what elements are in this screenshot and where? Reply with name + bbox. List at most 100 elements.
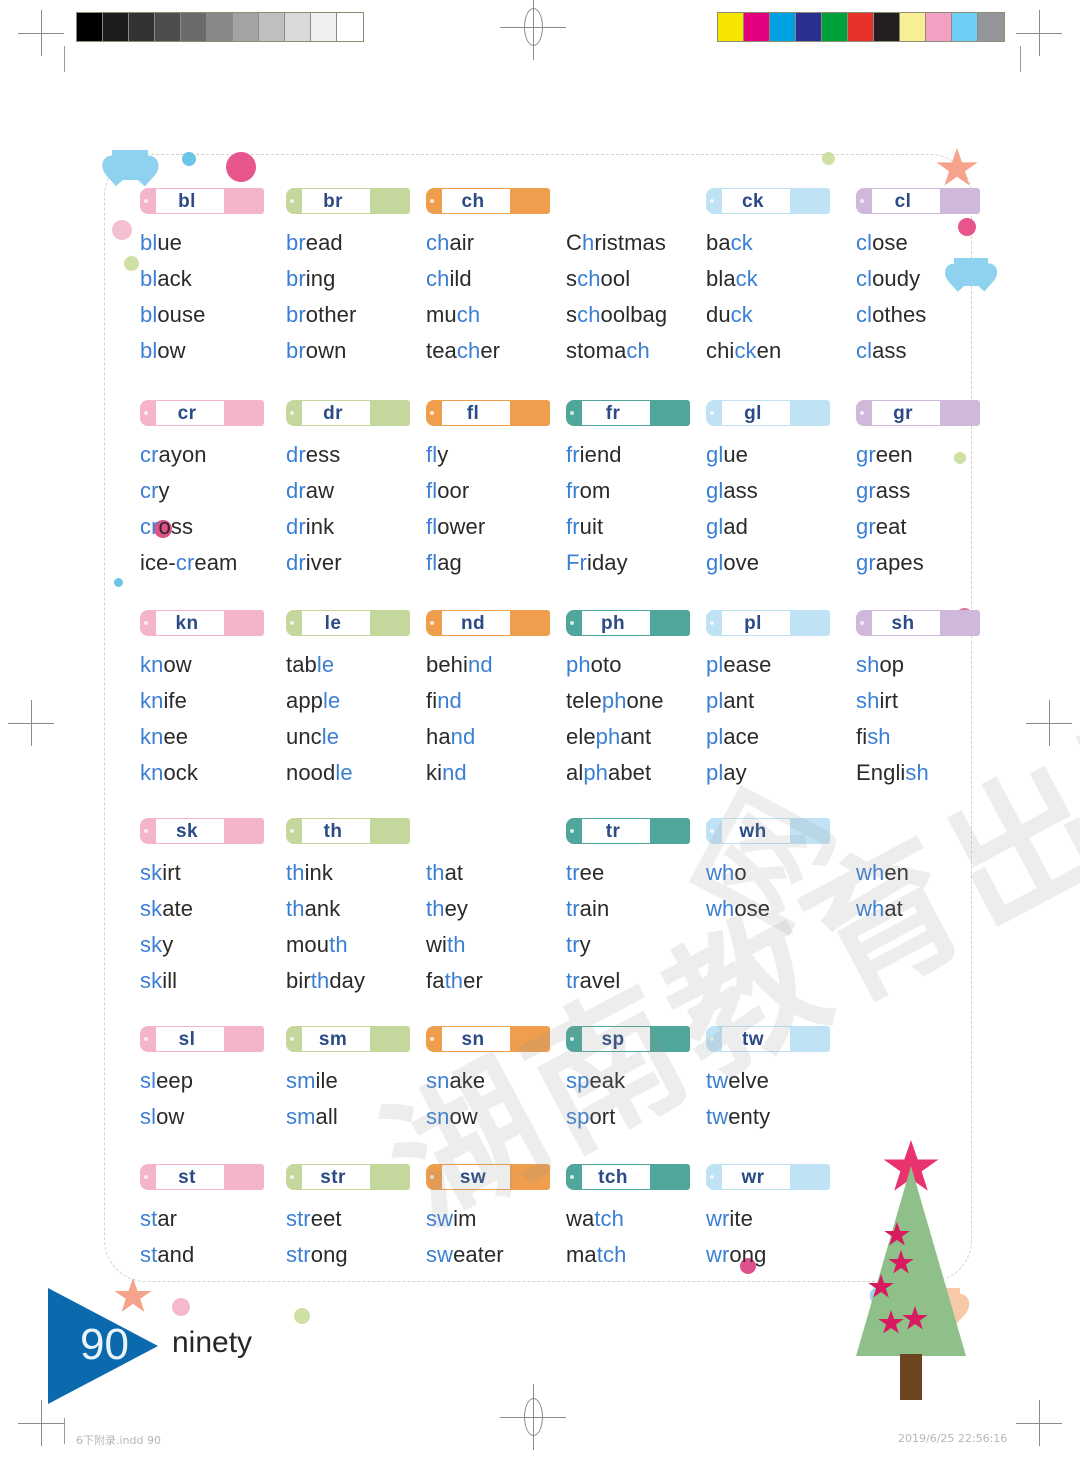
tag-nib bbox=[566, 818, 582, 844]
word-pattern-highlight: kn bbox=[140, 760, 164, 785]
color-swatch-8 bbox=[926, 13, 952, 41]
word-suffix: other bbox=[305, 302, 357, 327]
phonics-tag-tw[interactable]: tw bbox=[706, 1026, 830, 1052]
word-pattern-highlight: pl bbox=[706, 688, 724, 713]
phonics-tag-ck[interactable]: ck bbox=[706, 188, 830, 214]
phonics-tag-le[interactable]: le bbox=[286, 610, 410, 636]
word-list: glue glass glad glove bbox=[706, 437, 830, 581]
word-list: green grass great grapes bbox=[856, 437, 980, 581]
tag-plaque: kn bbox=[156, 610, 218, 636]
phonics-tag-gr[interactable]: gr bbox=[856, 400, 980, 426]
word-item: green bbox=[856, 437, 980, 473]
phonics-tag-sw[interactable]: sw bbox=[426, 1164, 550, 1190]
tag-plaque: le bbox=[302, 610, 364, 636]
word-item: hand bbox=[426, 719, 550, 755]
phonics-tag-dr[interactable]: dr bbox=[286, 400, 410, 426]
phonics-tag-gl[interactable]: gl bbox=[706, 400, 830, 426]
word-list: smile small bbox=[286, 1063, 410, 1135]
word-suffix: ite bbox=[729, 1206, 753, 1231]
gray-swatch-1 bbox=[103, 13, 129, 41]
phonics-tag-br[interactable]: br bbox=[286, 188, 410, 214]
word-pattern-highlight: h bbox=[582, 230, 595, 255]
phonics-tag-sp[interactable]: sp bbox=[566, 1026, 690, 1052]
word-pattern-highlight: kn bbox=[140, 688, 164, 713]
word-pattern-highlight: dr bbox=[286, 514, 306, 539]
word-item: snake bbox=[426, 1063, 550, 1099]
word-item: back bbox=[706, 225, 830, 261]
word-pattern-highlight: sk bbox=[140, 968, 163, 993]
tag-nib bbox=[426, 1026, 442, 1052]
phonics-tag-sk[interactable]: sk bbox=[140, 818, 264, 844]
word-suffix: ate bbox=[162, 896, 194, 921]
phonics-tag-cr[interactable]: cr bbox=[140, 400, 264, 426]
word-item: find bbox=[426, 683, 550, 719]
word-item: twenty bbox=[706, 1099, 830, 1135]
word-prefix: du bbox=[706, 302, 731, 327]
phonics-tag-ph[interactable]: ph bbox=[566, 610, 690, 636]
phonics-tag-fr[interactable]: fr bbox=[566, 400, 690, 426]
gray-swatch-3 bbox=[155, 13, 181, 41]
word-suffix: ose bbox=[734, 896, 771, 921]
phonics-tag-wr[interactable]: wr bbox=[706, 1164, 830, 1190]
word-suffix: air bbox=[449, 230, 475, 255]
dot-decoration bbox=[954, 452, 966, 464]
word-pattern-highlight: th bbox=[444, 968, 464, 993]
word-prefix: tab bbox=[286, 652, 317, 677]
tag-nib bbox=[286, 1026, 302, 1052]
word-list: speak sport bbox=[566, 1063, 690, 1135]
phonics-tag-tr[interactable]: tr bbox=[566, 818, 690, 844]
phonics-tag-pl[interactable]: pl bbox=[706, 610, 830, 636]
tag-label: sw bbox=[459, 1166, 487, 1188]
word-item: fly bbox=[426, 437, 550, 473]
dot-decoration bbox=[124, 256, 139, 271]
phonics-tag-fl[interactable]: fl bbox=[426, 400, 550, 426]
tag-label: sh bbox=[891, 612, 915, 634]
word-pattern-highlight: bl bbox=[140, 302, 158, 327]
phonics-tag-bl[interactable]: bl bbox=[140, 188, 264, 214]
tag-gap bbox=[644, 1164, 650, 1190]
word-item: child bbox=[426, 261, 550, 297]
phonics-tag-sm[interactable]: sm bbox=[286, 1026, 410, 1052]
phonics-tag-wh[interactable]: wh bbox=[706, 818, 830, 844]
word-prefix: bla bbox=[706, 266, 736, 291]
tag-nib bbox=[426, 610, 442, 636]
word-item: glass bbox=[706, 473, 830, 509]
word-pattern-highlight: pl bbox=[706, 724, 724, 749]
word-item: glad bbox=[706, 509, 830, 545]
word-pattern-highlight: gl bbox=[706, 514, 724, 539]
phonics-group-continued: when what bbox=[856, 818, 909, 927]
phonics-tag-cl[interactable]: cl bbox=[856, 188, 980, 214]
phonics-tag-kn[interactable]: kn bbox=[140, 610, 264, 636]
tag-label: tr bbox=[605, 820, 621, 842]
tag-label: tch bbox=[598, 1166, 628, 1188]
phonics-tag-str[interactable]: str bbox=[286, 1164, 410, 1190]
phonics-group-continued: that they with father bbox=[426, 818, 483, 999]
tag-nib bbox=[140, 1026, 156, 1052]
tag-gap bbox=[784, 188, 790, 214]
tag-nib bbox=[286, 188, 302, 214]
phonics-tag-sh[interactable]: sh bbox=[856, 610, 980, 636]
phonics-tag-th[interactable]: th bbox=[286, 818, 410, 844]
tag-gap bbox=[504, 1026, 510, 1052]
word-suffix: ake bbox=[449, 1068, 486, 1093]
word-pattern-highlight: pl bbox=[706, 652, 724, 677]
word-suffix: ass bbox=[723, 478, 758, 503]
word-pattern-highlight: wh bbox=[856, 896, 885, 921]
phonics-group-cl: cl close cloudy clothes class bbox=[856, 188, 980, 369]
phonics-tag-sn[interactable]: sn bbox=[426, 1026, 550, 1052]
word-pattern-highlight: kn bbox=[140, 724, 164, 749]
tag-tail bbox=[650, 610, 690, 636]
word-pattern-highlight: gl bbox=[706, 478, 724, 503]
phonics-tag-tch[interactable]: tch bbox=[566, 1164, 690, 1190]
phonics-tag-sl[interactable]: sl bbox=[140, 1026, 264, 1052]
gray-swatch-8 bbox=[285, 13, 311, 41]
phonics-tag-nd[interactable]: nd bbox=[426, 610, 550, 636]
word-item: school bbox=[566, 261, 667, 297]
phonics-tag-ch[interactable]: ch bbox=[426, 188, 550, 214]
word-item: Friday bbox=[566, 545, 690, 581]
color-swatch-3 bbox=[796, 13, 822, 41]
word-pattern-highlight: sl bbox=[140, 1104, 157, 1129]
word-suffix: ant bbox=[723, 688, 755, 713]
phonics-tag-st[interactable]: st bbox=[140, 1164, 264, 1190]
gray-swatch-6 bbox=[233, 13, 259, 41]
